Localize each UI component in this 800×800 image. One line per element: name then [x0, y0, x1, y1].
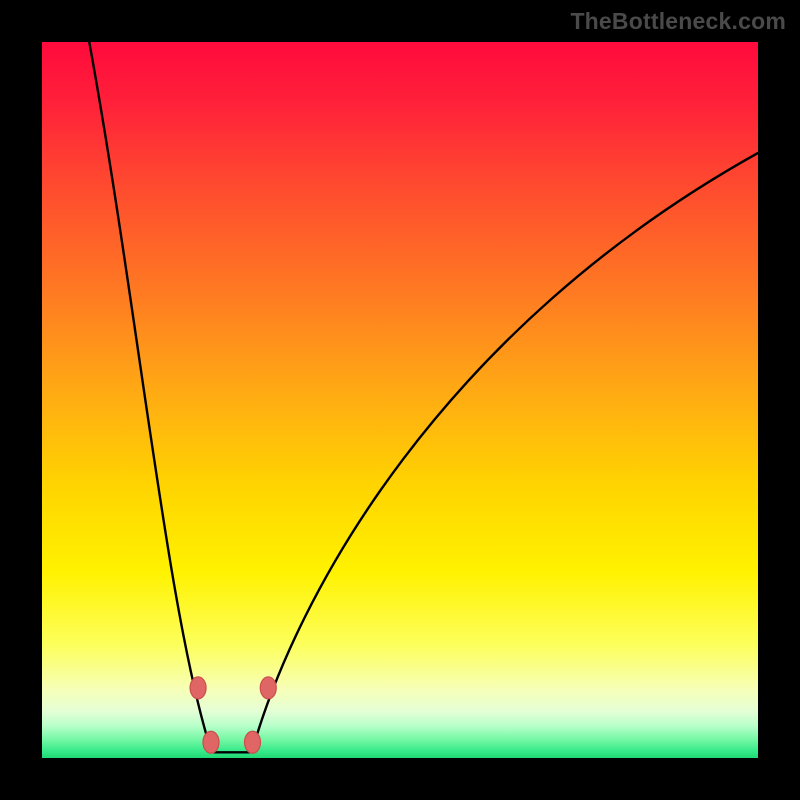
curve-marker	[260, 677, 276, 699]
watermark-text: TheBottleneck.com	[570, 8, 786, 35]
curve-marker	[190, 677, 206, 699]
plot-background	[42, 42, 758, 758]
curve-marker	[245, 731, 261, 753]
curve-marker	[203, 731, 219, 753]
chart-stage: TheBottleneck.com	[0, 0, 800, 800]
bottleneck-curve-chart	[42, 42, 758, 758]
